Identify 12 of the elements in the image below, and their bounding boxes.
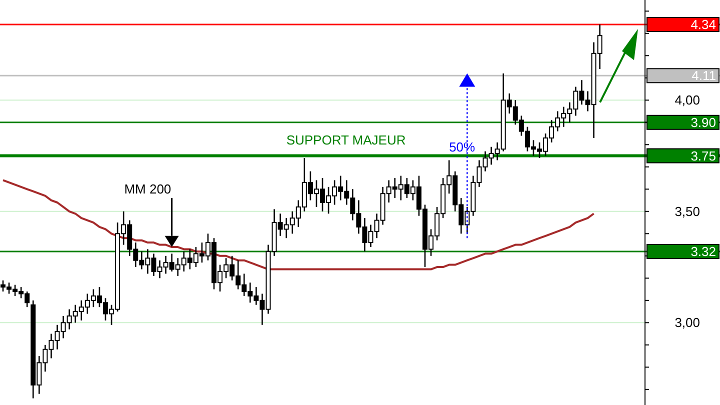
- annotation: 50%: [449, 139, 476, 154]
- line-series: [2, 179, 595, 270]
- ref-line-label: 4.11: [692, 68, 716, 84]
- ref-line-label: 3.32: [690, 244, 716, 260]
- annotation: MM 200: [124, 182, 172, 197]
- ref-line-label: 3.90: [690, 114, 716, 130]
- ref-line-label: 4.34: [690, 17, 716, 32]
- y-tick-label: 3,50: [674, 204, 700, 219]
- y-tick-label: 3,00: [674, 315, 700, 330]
- annotation: SUPPORT MAJEUR: [286, 132, 406, 148]
- ref-line-label: 3.75: [690, 148, 716, 164]
- y-tick-label: 4,00: [674, 92, 700, 108]
